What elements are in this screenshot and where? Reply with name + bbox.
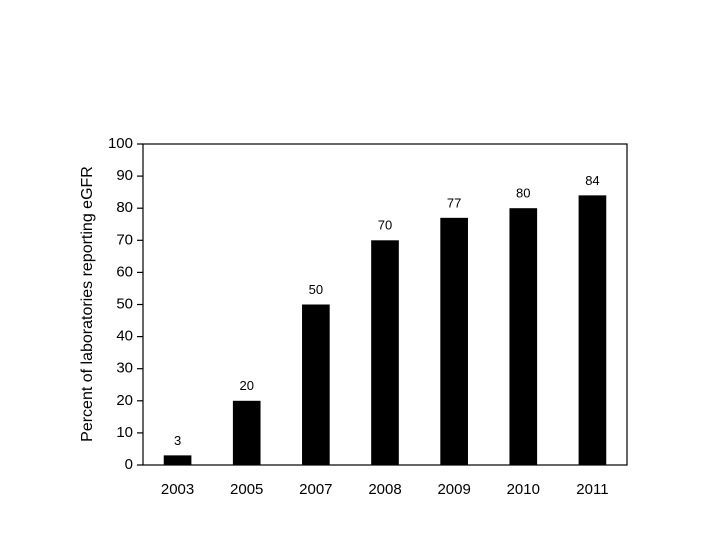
data-label: 70 xyxy=(378,218,392,233)
bar xyxy=(509,208,538,465)
y-tick-label: 80 xyxy=(116,199,133,216)
y-tick-label: 30 xyxy=(116,360,133,377)
y-tick-label: 0 xyxy=(125,456,133,473)
bar xyxy=(232,400,261,465)
bar xyxy=(163,455,192,465)
y-tick-label: 70 xyxy=(116,231,133,248)
bar xyxy=(578,195,607,466)
x-tick-label: 2007 xyxy=(299,481,332,498)
y-tick-label: 40 xyxy=(116,328,133,345)
x-tick-label: 2009 xyxy=(437,481,470,498)
bar xyxy=(440,217,468,465)
y-tick-label: 50 xyxy=(116,295,133,312)
data-label: 84 xyxy=(585,173,599,188)
y-tick-label: 20 xyxy=(116,392,133,409)
data-label: 3 xyxy=(174,433,181,448)
x-tick-label: 2011 xyxy=(576,481,608,498)
x-tick-label: 2008 xyxy=(368,481,401,498)
x-tick-label: 2003 xyxy=(161,481,194,498)
x-tick-label: 2010 xyxy=(507,481,540,498)
y-tick-label: 60 xyxy=(116,263,133,280)
y-tick-label: 100 xyxy=(108,135,133,152)
bar xyxy=(371,240,399,465)
y-tick-label: 90 xyxy=(116,167,133,184)
data-label: 20 xyxy=(239,378,253,393)
data-label: 50 xyxy=(309,282,323,297)
data-label: 77 xyxy=(447,195,461,210)
x-tick-label: 2005 xyxy=(230,481,263,498)
bar xyxy=(302,304,330,465)
y-tick-label: 10 xyxy=(116,424,133,441)
data-label: 80 xyxy=(516,186,530,201)
y-axis-label: Percent of laboratories reporting eGFR xyxy=(79,166,96,442)
